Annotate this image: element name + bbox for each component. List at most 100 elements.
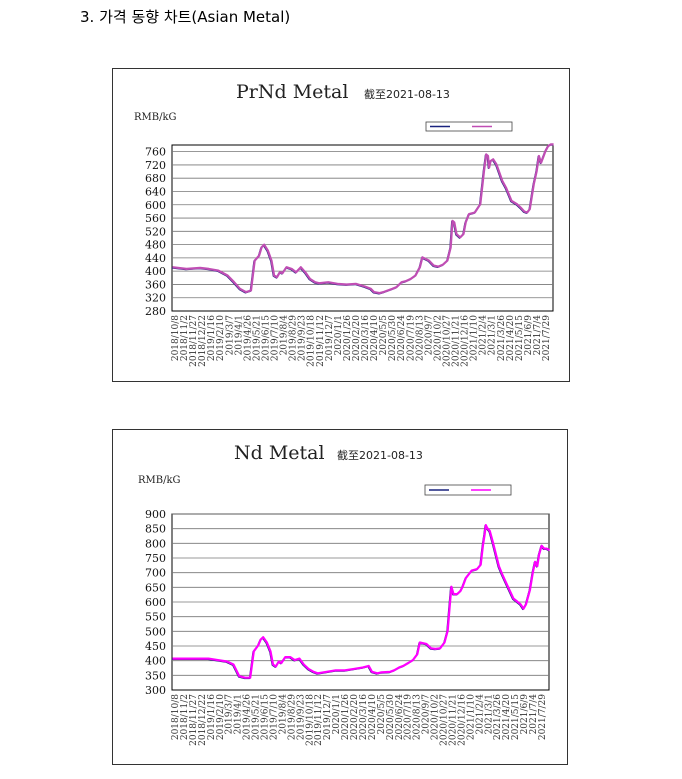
y-tick-label: 520	[145, 225, 166, 238]
x-tick-label: 2019/12/7	[325, 315, 335, 361]
y-tick-label: 750	[145, 552, 166, 565]
y-tick-label: 640	[145, 185, 166, 198]
x-tick-label: 2019/2/10	[216, 315, 226, 361]
y-axis-unit: RMB/kG	[138, 475, 181, 486]
x-tick-label: 2020/1/1	[332, 694, 342, 734]
x-tick-label: 2020/6/24	[395, 694, 405, 740]
chart-subtitle: 截至2021-08-13	[364, 87, 450, 101]
x-tick-label: 2019/2/10	[216, 694, 226, 740]
series-lines	[172, 523, 551, 680]
x-tick-label: 2019/8/4	[280, 315, 290, 356]
x-tick-label: 2020/10/2	[431, 694, 441, 740]
x-tick-label: 2020/5/30	[388, 315, 398, 361]
x-tick-label: 2021/2/4	[479, 315, 489, 356]
prnd-metal-chart: PrNd Metal 截至2021-08-13 RMB/kG 280320360…	[112, 68, 570, 382]
x-tick-label: 2020/2/20	[352, 315, 362, 361]
y-tick-label: 360	[145, 278, 166, 291]
y-tick-label: 650	[145, 581, 166, 594]
y-tick-label: 680	[145, 172, 166, 185]
series-line	[172, 523, 551, 679]
legend-box	[424, 484, 512, 496]
x-tick-label: 2019/3/7	[225, 315, 235, 356]
x-tick-label: 2019/4/26	[243, 694, 253, 740]
y-tick-label: 480	[145, 239, 166, 252]
x-tick-label: 2019/6/15	[261, 315, 271, 361]
y-tick-label: 850	[145, 523, 166, 536]
x-tick-label: 2019/12/7	[323, 694, 333, 740]
chart-title: PrNd Metal	[236, 81, 348, 103]
x-tick-label: 2020/8/13	[415, 315, 425, 361]
x-tick-label: 2018/12/22	[198, 694, 208, 746]
x-tick-label: 2018/12/22	[198, 315, 208, 367]
series-line	[172, 143, 554, 295]
x-tick-label: 2020/12/16	[461, 315, 471, 367]
series-lines	[171, 143, 554, 295]
x-tick-label: 2021/4/20	[506, 315, 516, 361]
y-tick-label: 600	[145, 199, 166, 212]
x-tick-label: 2021/5/15	[515, 315, 525, 361]
x-tick-label: 2019/3/7	[225, 694, 235, 735]
y-tick-label: 350	[145, 669, 166, 682]
x-tick-label: 2019/4/1	[234, 315, 244, 355]
y-tick-label: 550	[145, 611, 166, 624]
x-tick-label: 2020/7/19	[404, 694, 414, 740]
chart-subtitle: 截至2021-08-13	[337, 448, 423, 462]
x-tick-label: 2018/11/27	[189, 694, 199, 746]
x-tick-label: 2020/11/21	[452, 315, 462, 367]
x-tick-label: 2020/1/26	[343, 315, 353, 361]
x-tick-label: 2021/7/29	[542, 315, 552, 361]
x-tick-label: 2021/1/10	[470, 315, 480, 361]
x-tick-label: 2020/12/16	[457, 694, 467, 746]
x-tick-label: 2018/11/2	[180, 694, 190, 740]
x-tick-label: 2020/10/2	[433, 315, 443, 361]
x-tick-label: 2019/8/29	[289, 315, 299, 361]
x-tick-label: 2021/2/4	[475, 694, 485, 735]
legend-box	[425, 121, 513, 132]
x-tick-label: 2021/1/10	[466, 694, 476, 740]
x-tick-label: 2019/9/23	[298, 315, 308, 361]
x-tick-label: 2019/1/16	[207, 315, 217, 361]
x-tick-label: 2020/7/19	[406, 315, 416, 361]
x-tick-label: 2019/5/21	[252, 315, 262, 361]
x-tick-label: 2021/3/26	[497, 315, 507, 361]
x-tick-label: 2019/8/4	[278, 694, 288, 735]
x-tick-label: 2019/4/1	[234, 694, 244, 734]
x-tick-label: 2019/5/21	[252, 694, 262, 740]
x-tick-label: 2020/9/7	[422, 694, 432, 735]
x-tick-label: 2021/7/4	[529, 694, 539, 735]
y-axis-unit: RMB/kG	[134, 112, 177, 123]
section-heading: 3. 가격 동향 차트(Asian Metal)	[80, 8, 291, 26]
y-tick-label: 440	[145, 252, 166, 265]
x-tick-label: 2020/1/1	[334, 315, 344, 355]
y-tick-label: 320	[145, 292, 166, 305]
y-tick-label: 400	[145, 265, 166, 278]
x-tick-label: 2020/6/24	[397, 315, 407, 361]
y-tick-label: 500	[145, 625, 166, 638]
x-tick-label: 2018/10/8	[171, 315, 181, 361]
y-tick-label: 300	[145, 684, 166, 697]
y-tick-label: 600	[145, 596, 166, 609]
x-tick-label: 2019/7/10	[271, 315, 281, 361]
x-tick-label: 2019/9/23	[296, 694, 306, 740]
y-tick-label: 720	[145, 159, 166, 172]
x-tick-label: 2021/6/9	[520, 694, 530, 735]
y-tick-label: 900	[145, 508, 166, 521]
x-tick-label: 2019/8/29	[287, 694, 297, 740]
x-tick-label: 2020/5/5	[377, 694, 387, 735]
y-tick-label: 280	[145, 305, 166, 318]
x-tick-label: 2021/4/20	[502, 694, 512, 740]
x-tick-label: 2021/3/1	[488, 315, 498, 355]
x-tick-label: 2020/9/7	[424, 315, 434, 356]
x-tick-label: 2020/11/21	[448, 694, 458, 746]
x-tick-label: 2018/11/2	[180, 315, 190, 361]
y-tick-label: 800	[145, 537, 166, 550]
x-tick-label: 2018/10/8	[171, 694, 181, 740]
x-tick-label: 2019/10/18	[307, 315, 317, 367]
x-tick-label: 2020/10/27	[440, 694, 450, 746]
legend	[425, 121, 513, 132]
